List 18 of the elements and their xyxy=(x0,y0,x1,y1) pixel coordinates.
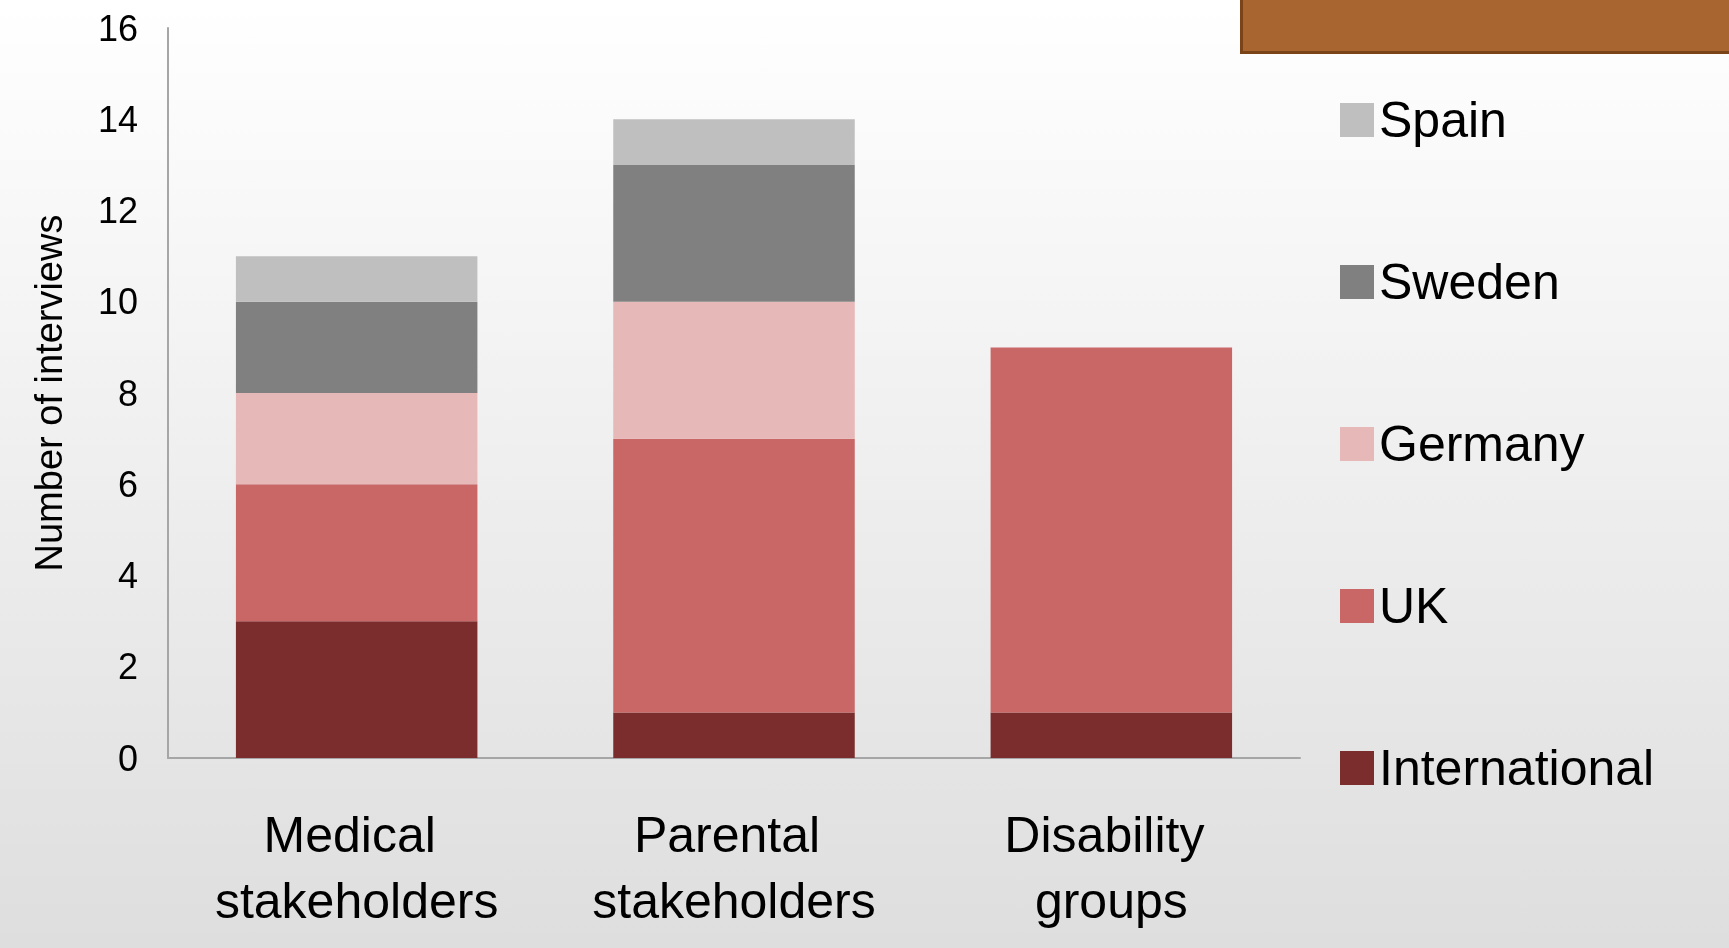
x-tick-label: Medical stakeholders xyxy=(214,807,499,929)
legend-label: Germany xyxy=(1379,416,1585,472)
y-tick-label: 8 xyxy=(117,372,138,414)
x-tick-label: Parental stakeholders xyxy=(592,807,876,929)
legend-label: Sweden xyxy=(1379,254,1560,310)
y-tick-label: 2 xyxy=(117,646,138,688)
y-tick-label: 14 xyxy=(97,98,138,140)
x-tick-label: Disability groups xyxy=(1004,807,1219,929)
y-axis-title: Number of interviews xyxy=(28,214,70,572)
y-tick-label: 0 xyxy=(117,737,138,779)
y-tick-label: 6 xyxy=(117,463,138,505)
legend-label: International xyxy=(1379,740,1655,796)
y-tick-label: 12 xyxy=(97,190,138,231)
legend-label: UK xyxy=(1379,578,1449,634)
y-tick-label: 16 xyxy=(97,7,138,49)
y-tick-label: 4 xyxy=(117,555,138,596)
legend-label: Spain xyxy=(1379,92,1507,148)
y-tick-label: 10 xyxy=(97,281,138,323)
